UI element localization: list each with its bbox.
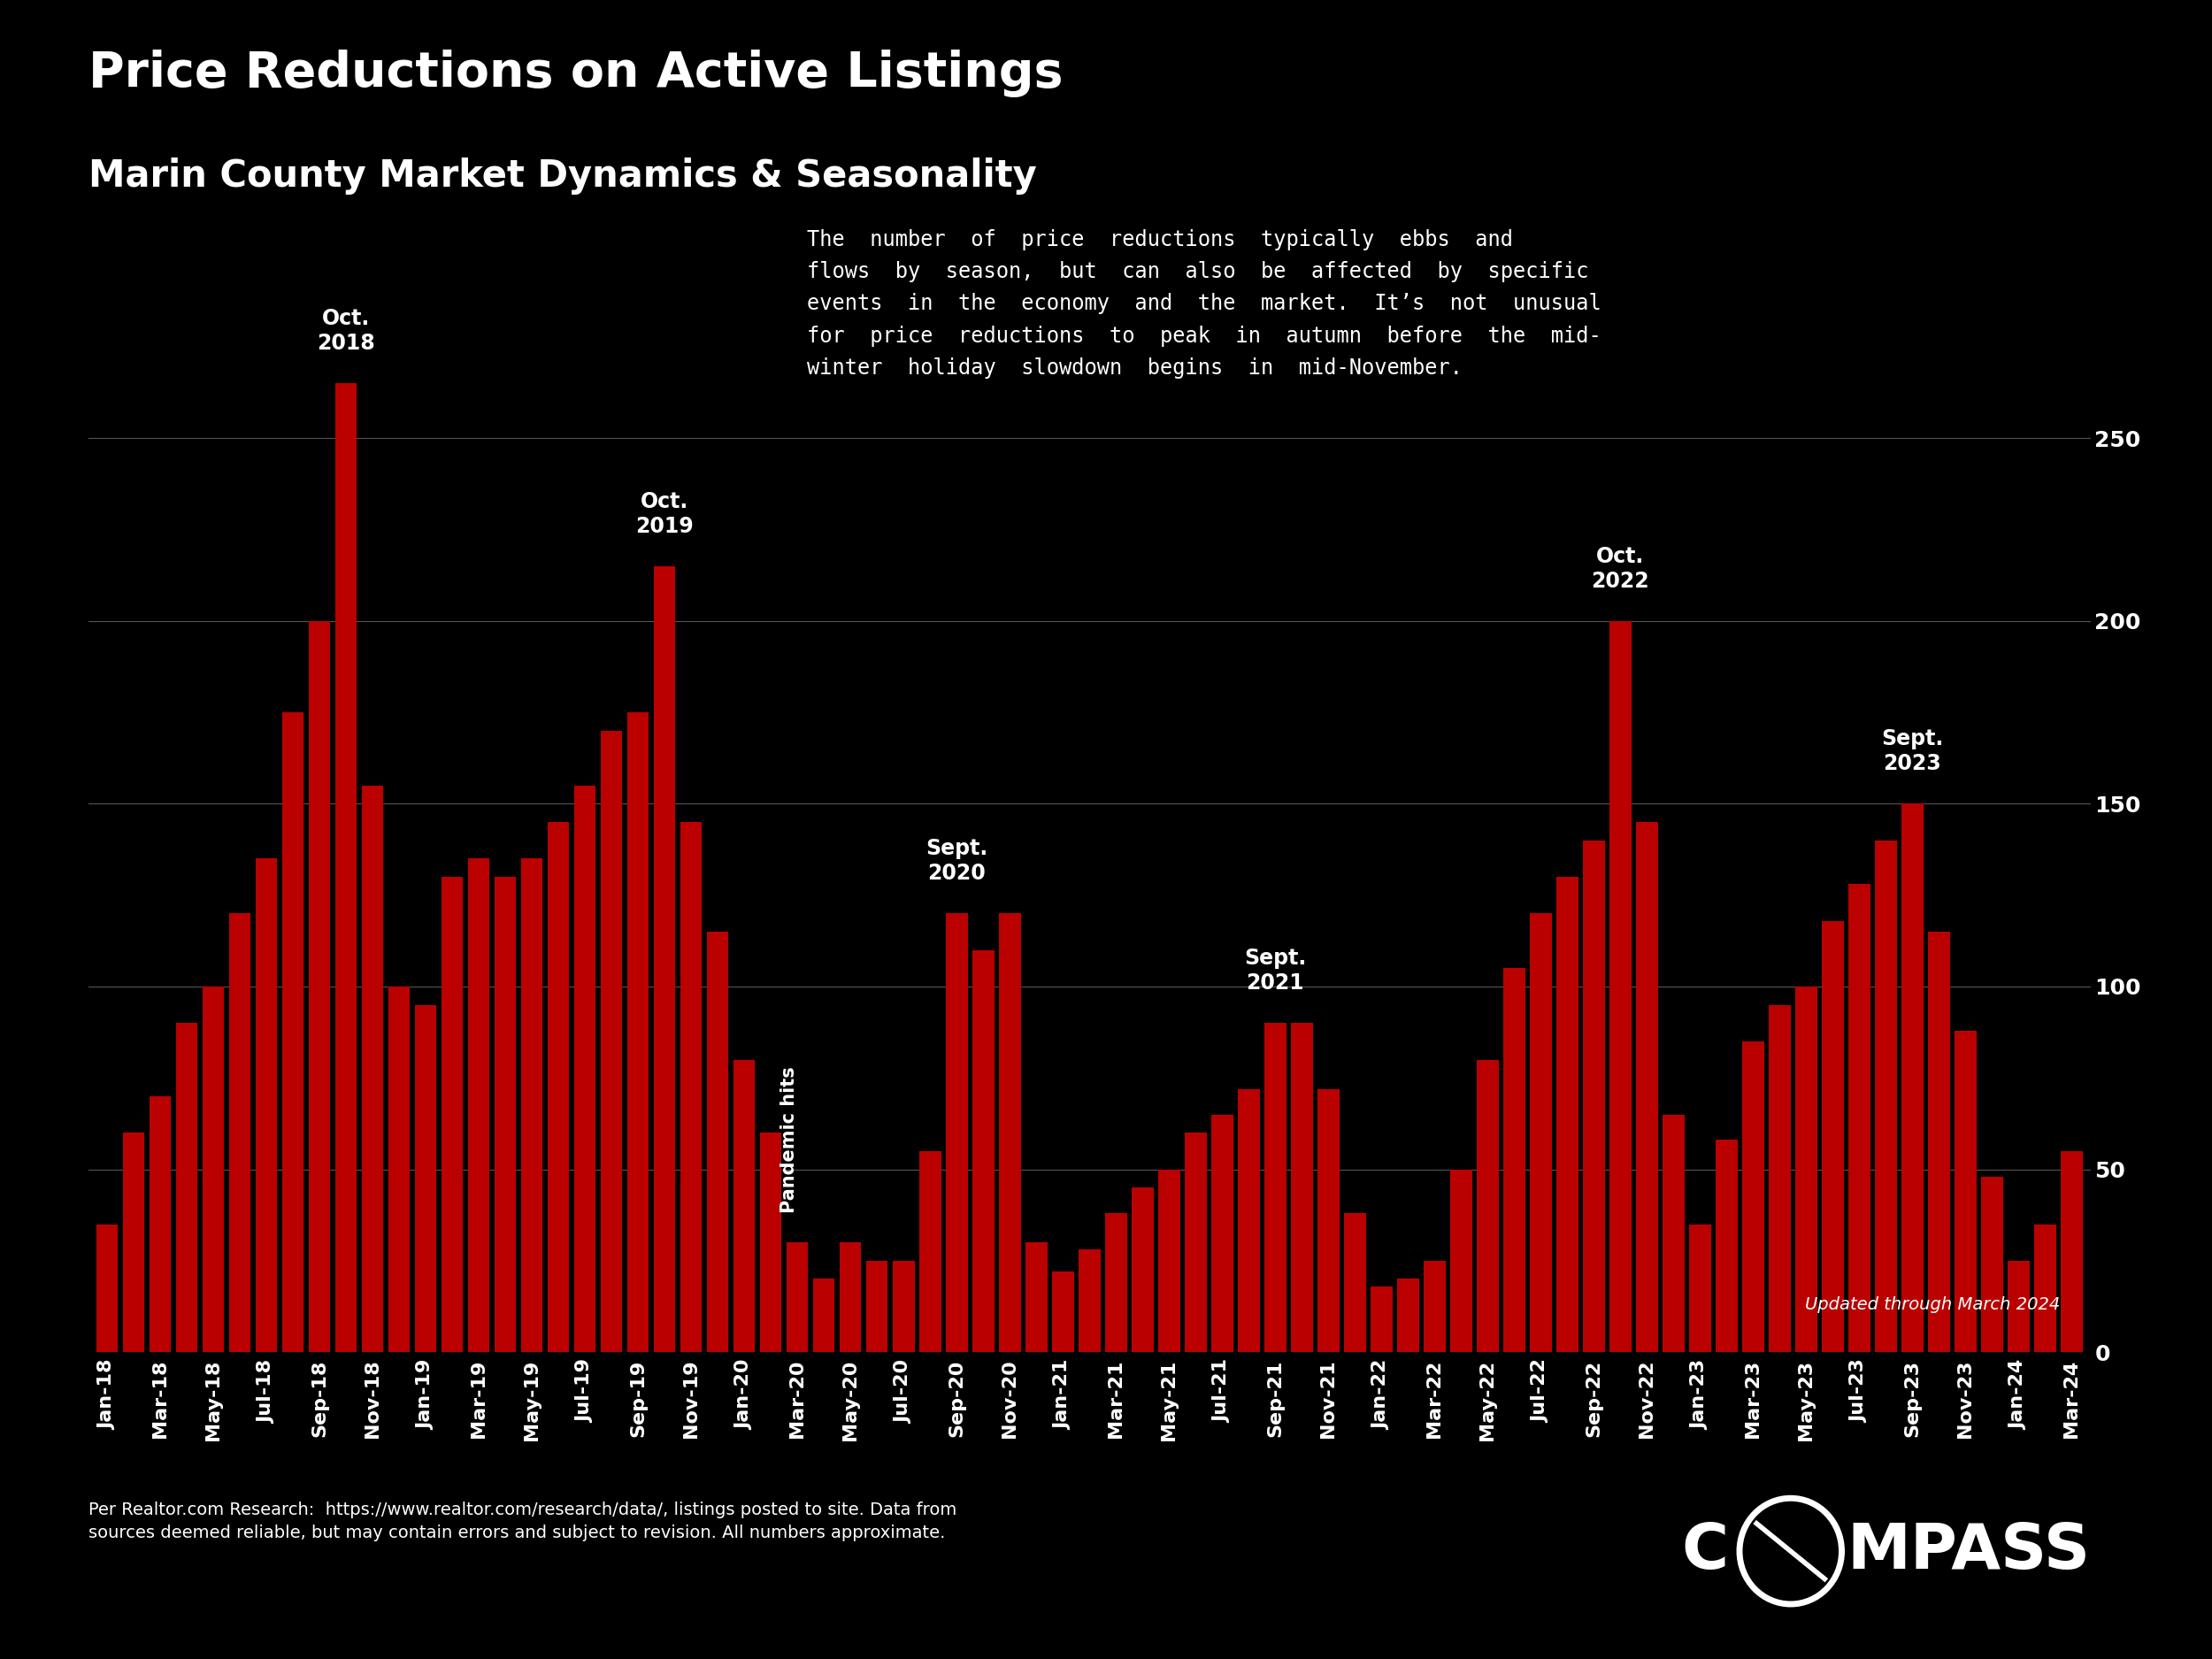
Bar <box>708 932 728 1352</box>
Bar <box>1159 1170 1179 1352</box>
Bar <box>2035 1224 2057 1352</box>
Bar <box>1345 1213 1365 1352</box>
Bar <box>814 1279 834 1352</box>
Bar <box>628 712 648 1352</box>
Bar <box>1425 1261 1444 1352</box>
Text: Oct.
2022: Oct. 2022 <box>1590 546 1650 592</box>
Bar <box>1451 1170 1471 1352</box>
Bar <box>1743 1042 1763 1352</box>
Bar <box>469 859 489 1352</box>
Bar <box>1371 1286 1391 1352</box>
Bar <box>1079 1249 1099 1352</box>
Bar <box>148 1097 170 1352</box>
Bar <box>1557 878 1577 1352</box>
Text: Sept.
2021: Sept. 2021 <box>1243 947 1307 994</box>
Text: C: C <box>1681 1521 1728 1581</box>
Text: Sept.
2023: Sept. 2023 <box>1882 728 1944 775</box>
Bar <box>389 987 409 1352</box>
Text: Price Reductions on Active Listings: Price Reductions on Active Listings <box>88 50 1064 98</box>
Bar <box>894 1261 914 1352</box>
Text: Updated through March 2024: Updated through March 2024 <box>1805 1296 2059 1312</box>
Bar <box>655 566 675 1352</box>
Bar <box>1584 839 1604 1352</box>
Bar <box>1796 987 1816 1352</box>
Bar <box>973 951 993 1352</box>
Bar <box>1318 1088 1338 1352</box>
Bar <box>495 878 515 1352</box>
Bar <box>1504 969 1524 1352</box>
Bar <box>549 821 568 1352</box>
Bar <box>761 1133 781 1352</box>
Text: Oct.
2019: Oct. 2019 <box>635 491 695 538</box>
Bar <box>787 1243 807 1352</box>
Bar <box>1849 884 1869 1352</box>
Text: MPASS: MPASS <box>1847 1521 2090 1581</box>
Bar <box>1133 1188 1152 1352</box>
Bar <box>363 785 383 1352</box>
Bar <box>1823 921 1843 1352</box>
Bar <box>1690 1224 1710 1352</box>
Bar <box>522 859 542 1352</box>
Bar <box>201 987 223 1352</box>
Bar <box>175 1024 197 1352</box>
Bar <box>681 821 701 1352</box>
Text: Marin County Market Dynamics & Seasonality: Marin County Market Dynamics & Seasonali… <box>88 158 1037 194</box>
Bar <box>95 1224 117 1352</box>
Bar <box>2062 1151 2084 1352</box>
Bar <box>1053 1272 1073 1352</box>
Bar <box>2008 1261 2031 1352</box>
Bar <box>254 859 276 1352</box>
Bar <box>442 878 462 1352</box>
Bar <box>867 1261 887 1352</box>
Bar <box>947 914 967 1352</box>
Text: Sept.
2020: Sept. 2020 <box>925 838 989 884</box>
Bar <box>841 1243 860 1352</box>
Text: Pandemic hits: Pandemic hits <box>781 1067 799 1213</box>
Bar <box>1929 932 1951 1352</box>
Bar <box>281 712 303 1352</box>
Bar <box>1186 1133 1206 1352</box>
Bar <box>1026 1243 1046 1352</box>
Text: Per Realtor.com Research:  https://www.realtor.com/research/data/, listings post: Per Realtor.com Research: https://www.re… <box>88 1501 956 1541</box>
Bar <box>122 1133 144 1352</box>
Bar <box>1106 1213 1126 1352</box>
Bar <box>1292 1024 1312 1352</box>
Bar <box>734 1060 754 1352</box>
Bar <box>1876 839 1898 1352</box>
Bar <box>1770 1005 1790 1352</box>
Bar <box>1265 1024 1285 1352</box>
Bar <box>1212 1115 1232 1352</box>
Bar <box>1902 803 1924 1352</box>
Bar <box>1239 1088 1259 1352</box>
Text: Oct.
2018: Oct. 2018 <box>316 309 376 353</box>
Bar <box>1663 1115 1683 1352</box>
Bar <box>1717 1140 1736 1352</box>
Bar <box>575 785 595 1352</box>
Bar <box>1531 914 1551 1352</box>
Bar <box>920 1151 940 1352</box>
Bar <box>1955 1030 1978 1352</box>
Bar <box>416 1005 436 1352</box>
Bar <box>602 730 622 1352</box>
Bar <box>1610 620 1630 1352</box>
Bar <box>228 914 250 1352</box>
Bar <box>310 620 330 1352</box>
Bar <box>1000 914 1020 1352</box>
Bar <box>1398 1279 1418 1352</box>
Bar <box>1478 1060 1498 1352</box>
Bar <box>1982 1176 2004 1352</box>
Text: The  number  of  price  reductions  typically  ebbs  and
flows  by  season,  but: The number of price reductions typically… <box>807 229 1601 378</box>
Bar <box>336 383 356 1352</box>
Bar <box>1637 821 1657 1352</box>
